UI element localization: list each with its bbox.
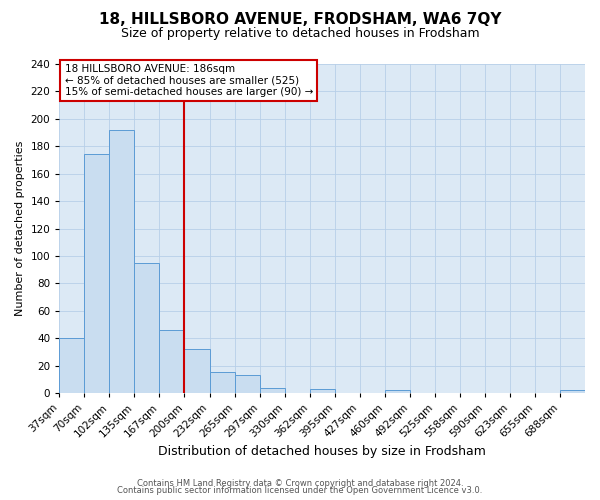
Bar xyxy=(235,375,260,393)
Y-axis label: Number of detached properties: Number of detached properties xyxy=(15,141,25,316)
Text: Contains HM Land Registry data © Crown copyright and database right 2024.: Contains HM Land Registry data © Crown c… xyxy=(137,478,463,488)
Bar xyxy=(109,130,134,393)
Text: 18, HILLSBORO AVENUE, FRODSHAM, WA6 7QY: 18, HILLSBORO AVENUE, FRODSHAM, WA6 7QY xyxy=(99,12,501,28)
Bar xyxy=(184,349,209,393)
Text: 18 HILLSBORO AVENUE: 186sqm
← 85% of detached houses are smaller (525)
15% of se: 18 HILLSBORO AVENUE: 186sqm ← 85% of det… xyxy=(65,64,313,97)
Bar xyxy=(260,388,284,393)
Text: Contains public sector information licensed under the Open Government Licence v3: Contains public sector information licen… xyxy=(118,486,482,495)
X-axis label: Distribution of detached houses by size in Frodsham: Distribution of detached houses by size … xyxy=(158,444,486,458)
Bar xyxy=(385,390,410,393)
Bar xyxy=(85,154,109,393)
Bar xyxy=(209,372,235,393)
Bar xyxy=(59,338,85,393)
Bar xyxy=(310,389,335,393)
Text: Size of property relative to detached houses in Frodsham: Size of property relative to detached ho… xyxy=(121,28,479,40)
Bar xyxy=(160,330,184,393)
Bar xyxy=(560,390,585,393)
Bar xyxy=(134,263,160,393)
